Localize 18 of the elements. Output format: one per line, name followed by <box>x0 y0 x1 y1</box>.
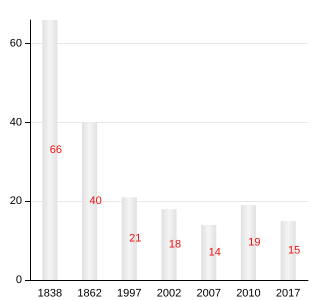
y-tick-label: 0 <box>16 274 22 286</box>
x-tick-label: 2010 <box>236 288 261 300</box>
y-tick-label: 60 <box>10 38 22 50</box>
y-tick-label: 40 <box>10 116 22 128</box>
data-label: 40 <box>89 195 102 208</box>
data-label: 18 <box>168 238 182 251</box>
x-tick-label: 2007 <box>196 288 221 300</box>
x-tick-label: 1838 <box>38 288 62 300</box>
data-label: 66 <box>50 144 62 156</box>
data-label: 21 <box>129 232 142 245</box>
data-label: 19 <box>248 236 261 249</box>
y-tick-label: 20 <box>10 195 22 208</box>
x-tick-label: 1862 <box>77 288 102 300</box>
data-label: 15 <box>288 244 300 256</box>
data-label: 14 <box>208 246 221 258</box>
x-tick-label: 1997 <box>117 288 142 300</box>
x-tick-label: 2002 <box>156 288 182 300</box>
x-tick-label: 2017 <box>276 288 300 300</box>
